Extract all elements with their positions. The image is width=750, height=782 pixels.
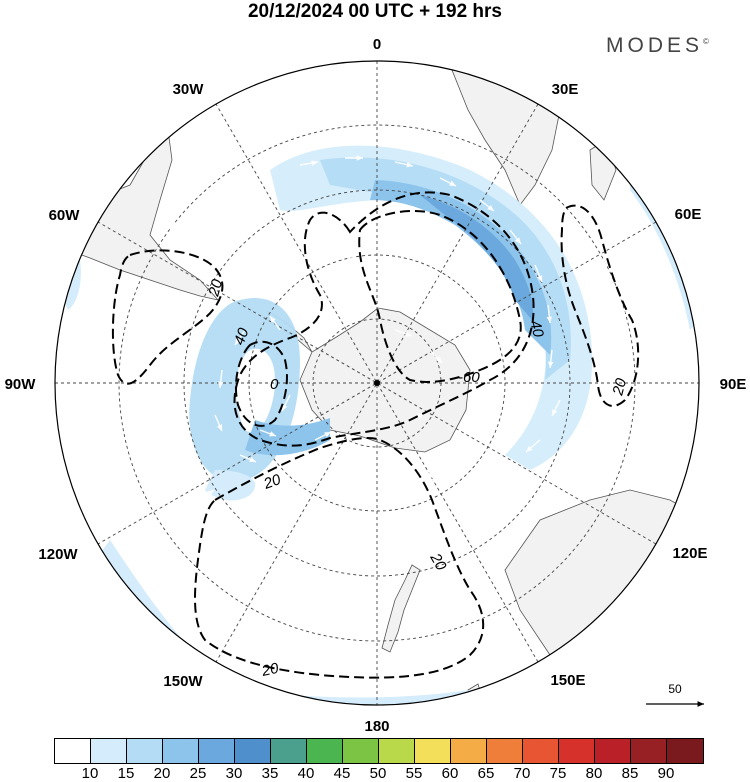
longitude-label: 90W: [5, 376, 37, 393]
colorbar-label: 70: [513, 765, 531, 782]
colorbar-label: 75: [549, 765, 567, 782]
west-shading-core: [245, 418, 330, 456]
pole-marker: [374, 380, 380, 386]
contour-center-ring: [233, 191, 535, 447]
colorbar: [54, 738, 704, 764]
colorbar-swatch: [631, 739, 667, 763]
longitude-label: 150E: [550, 672, 585, 689]
contour-inner-jet: [358, 209, 522, 383]
brand-name: MODES: [606, 34, 704, 57]
contour-west-low: [234, 340, 288, 427]
colorbar-label: 15: [117, 765, 135, 782]
colorbar-swatch: [91, 739, 127, 763]
longitude-label: 0: [373, 36, 381, 53]
contour-label: 20: [261, 471, 284, 493]
colorbar-labels: 10 15 20 25 30 35 40 45 50 55 60 65 70 75 80 85 90: [54, 765, 704, 782]
wind-speed-shading: [60, 145, 699, 705]
colorbar-label: 10: [81, 765, 99, 782]
longitude-labels: 0 30E 60E 90E 120E 150E 180 150W 120W 90…: [5, 36, 747, 735]
contour-label: 0: [270, 376, 279, 393]
colorbar-label: 35: [261, 765, 279, 782]
reference-vector-label: 50: [668, 682, 682, 696]
contour-southern-loop: [194, 437, 485, 679]
colorbar-swatch: [523, 739, 559, 763]
colorbar-swatch: [343, 739, 379, 763]
longitude-label: 120E: [672, 545, 707, 562]
jet-shading-max: [420, 195, 533, 320]
contour-label: -60: [458, 369, 480, 386]
colorbar-label: 55: [405, 765, 423, 782]
longitude-label: 120W: [38, 546, 78, 563]
colorbar-label: 50: [369, 765, 387, 782]
colorbar-label: 20: [153, 765, 171, 782]
colorbar-swatch: [595, 739, 631, 763]
contour-label: 20: [609, 376, 630, 398]
rim-shading-bottom-left: [95, 540, 240, 700]
map-title: 20/12/2024 00 UTC + 192 hrs: [247, 1, 503, 22]
longitude-label: 60E: [675, 206, 702, 223]
colorbar-swatch: [271, 739, 307, 763]
colorbar-swatch: [487, 739, 523, 763]
reference-vector: 50: [640, 682, 710, 712]
jet-shading-mid: [320, 157, 571, 380]
contour-label: 20: [259, 660, 280, 680]
colorbar-label: 60: [441, 765, 459, 782]
graticule: [55, 61, 699, 705]
longitude-label: 150W: [163, 673, 203, 690]
longitude-label: 30W: [173, 81, 205, 98]
colorbar-swatch: [199, 739, 235, 763]
brand-logo: MODES©: [606, 34, 709, 58]
colorbar-label: 45: [333, 765, 351, 782]
contour-label: 40: [526, 319, 547, 340]
longitude-label: 30E: [552, 81, 579, 98]
colorbar-label: 80: [585, 765, 603, 782]
colorbar-swatch: [235, 739, 271, 763]
contour-east-outer: [560, 204, 640, 407]
longitude-label: 90E: [720, 376, 747, 393]
colorbar-label: 25: [189, 765, 207, 782]
colorbar-swatch: [55, 739, 91, 763]
polar-map: 20 40 40 -60 20 0 20 20 20 0 30E 60E 90E…: [5, 36, 747, 735]
contour-labels: 20 40 40 -60 20 0 20 20 20: [205, 277, 630, 680]
colorbar-swatch: [415, 739, 451, 763]
height-contours: [111, 191, 640, 679]
colorbar-label: 30: [225, 765, 243, 782]
copyright-mark: ©: [703, 37, 709, 46]
colorbar-swatch: [379, 739, 415, 763]
contour-label: 40: [231, 325, 253, 347]
colorbar-swatch: [451, 739, 487, 763]
colorbar-label: 90: [657, 765, 675, 782]
colorbar-swatch: [127, 739, 163, 763]
rim-shading-right: [630, 170, 699, 330]
contour-west-outer: [111, 249, 224, 385]
colorbar-label: 65: [477, 765, 495, 782]
southwest-shading: [205, 470, 256, 501]
map-border: [54, 60, 700, 706]
colorbar-swatch: [667, 739, 703, 763]
reference-arrow-icon: [646, 701, 704, 707]
colorbar-swatch: [163, 739, 199, 763]
colorbar-label: 85: [621, 765, 639, 782]
contour-label: 20: [426, 550, 450, 574]
colorbar-label: 40: [297, 765, 315, 782]
longitude-label: 60W: [49, 207, 81, 224]
contour-label: 20: [205, 277, 226, 299]
longitude-label: 180: [364, 718, 389, 735]
land-antarctica: [299, 307, 471, 453]
colorbar-swatch: [559, 739, 595, 763]
colorbar-swatch: [307, 739, 343, 763]
land-new-zealand: [381, 564, 421, 653]
